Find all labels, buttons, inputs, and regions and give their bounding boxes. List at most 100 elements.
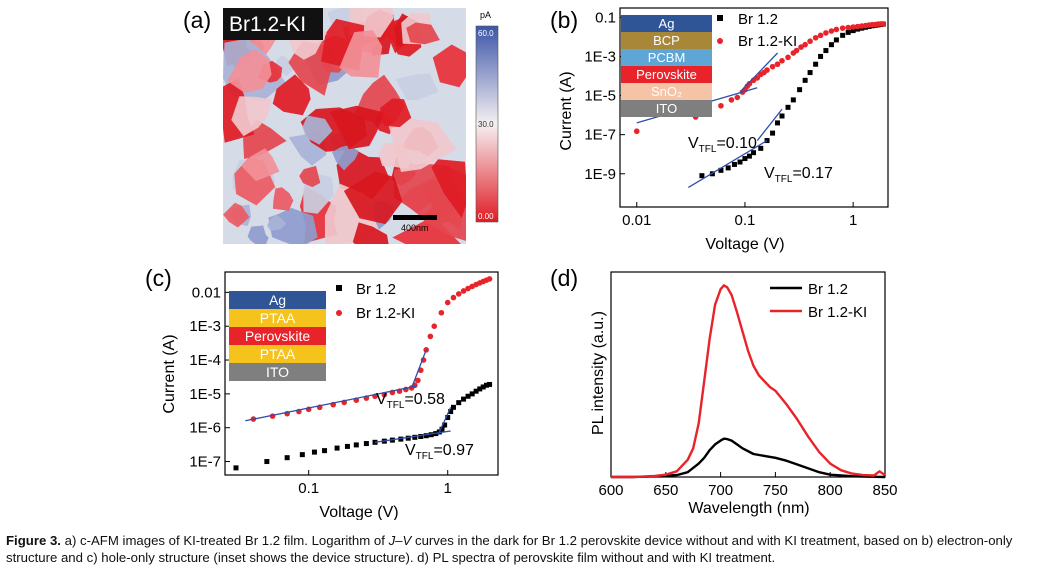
- chart-b-layer-ito-label: ITO: [656, 101, 677, 116]
- chart-b-ylabel: Current (A): [558, 71, 575, 150]
- chart-b-point-series1: [839, 25, 846, 31]
- chart-c-point-series0: [461, 396, 467, 402]
- chart-b-point-series1: [854, 23, 861, 30]
- afm-grain: [302, 115, 333, 145]
- afm-grain: [352, 222, 389, 244]
- chart-b-layer-perovskite: [621, 66, 712, 83]
- chart-d-xtick-label: 600: [598, 482, 623, 499]
- chart-c-point-series0: [487, 381, 493, 387]
- chart-b-point-series0: [845, 29, 851, 35]
- chart-b-point-series1: [828, 28, 835, 34]
- caption-label: Figure 3.: [6, 533, 61, 548]
- chart-b-point-series1: [785, 54, 791, 61]
- afm-grain: [247, 225, 269, 244]
- chart-d-pl-spectra: PL intensity (a.u.) Wavelength (nm) Br 1…: [590, 281, 867, 517]
- chart-b-layer-sno2: [621, 83, 712, 100]
- chart-c-point-series0: [412, 434, 418, 440]
- chart-d-xtick-label: 750: [763, 482, 788, 499]
- afm-grain: [332, 145, 359, 171]
- chart-b-point-series0: [818, 53, 824, 59]
- colorbar-unit: pA: [480, 10, 491, 20]
- chart-b-point-series1: [880, 21, 887, 27]
- chart-b-ytick-label: 1E-5: [584, 88, 616, 105]
- chart-b-point-series0: [850, 28, 856, 34]
- chart-b-point-series1: [793, 47, 800, 54]
- chart-b-fit-line: [756, 108, 783, 141]
- chart-c-vtfl-pristine: VTFL=0.97: [405, 442, 474, 462]
- afm-grain: [339, 30, 383, 78]
- chart-b-fit-line: [739, 52, 778, 93]
- chart-b-layer-pcbm-label: PCBM: [648, 50, 686, 65]
- chart-c-layer-ag-label: Ag: [269, 292, 286, 308]
- colorbar-tick-max: 60.0: [478, 29, 494, 38]
- chart-b-point-series0: [828, 42, 834, 48]
- chart-b-electron-only-jv: Current (A) Voltage (V) Ag BCP PCBM Pero…: [558, 11, 833, 253]
- figure: (a) (b) (c) (d) Br1.2-KI 400nm pA 60.0 3…: [145, 7, 898, 520]
- afm-grain: [432, 44, 466, 88]
- chart-d-legend-br12: Br 1.2: [808, 281, 848, 298]
- chart-c-device-inset: Ag PTAA Perovskite PTAA ITO: [229, 291, 326, 381]
- chart-c-legend-br12ki: Br 1.2-KI: [356, 305, 415, 322]
- chart-c-layer-ptaa-top-label: PTAA: [260, 310, 296, 326]
- chart-b-device-inset: Ag BCP PCBM Perovskite SnO₂ ITO: [621, 15, 712, 117]
- chart-c-layer-ptaa-bottom-label: PTAA: [260, 346, 296, 362]
- chart-b-xtick-label: 1: [849, 212, 857, 229]
- chart-b-vtfl-pristine: VTFL=0.17: [764, 165, 833, 185]
- chart-c-point-series0: [284, 455, 290, 461]
- panel-label-a: (a): [183, 7, 211, 33]
- chart-c-point-series0: [477, 386, 483, 392]
- chart-c-point-series0: [480, 384, 486, 390]
- chart-b-point-series1: [728, 97, 735, 103]
- caption-text-italic: J–V: [388, 533, 412, 548]
- chart-c-point-series0: [428, 432, 434, 438]
- chart-b-point-series0: [807, 70, 813, 76]
- chart-c-point-series0: [418, 433, 424, 439]
- colorbar: [475, 25, 499, 223]
- chart-b-point-series0: [775, 120, 781, 126]
- chart-c-fit-line: [245, 385, 418, 422]
- chart-c-point-series1: [415, 377, 421, 384]
- chart-c-plot-frame: [224, 271, 499, 476]
- chart-b-point-series1: [833, 26, 840, 33]
- chart-c-point-series0: [398, 436, 404, 442]
- panel-label-b: (b): [550, 7, 578, 33]
- chart-c-point-series1: [427, 333, 434, 340]
- chart-c-ytick-label: 1E-6: [189, 420, 221, 437]
- chart-c-ytick-label: 1E-4: [189, 352, 221, 369]
- afm-grain: [299, 165, 321, 188]
- afm-grain: [272, 74, 311, 116]
- caption-text-2: curves in the dark for Br 1.2 perovskite…: [6, 533, 1013, 565]
- chart-b-point-series1: [850, 24, 856, 30]
- chart-b-layer-bcp-label: BCP: [653, 33, 680, 48]
- chart-c-point-series1: [455, 291, 462, 297]
- figure-caption: Figure 3. a) c-AFM images of KI-treated …: [6, 532, 1046, 566]
- chart-c-point-series0: [483, 382, 489, 388]
- chart-b-vtfl-ki: VTFL=0.10: [688, 135, 757, 155]
- afm-grain: [343, 171, 403, 225]
- chart-c-ytick-label: 1E-5: [189, 386, 221, 403]
- chart-b-legend-br12: Br 1.2: [738, 11, 778, 28]
- chart-b-point-series1: [812, 34, 819, 41]
- chart-d-xtick-label: 700: [708, 482, 733, 499]
- chart-d-legend-br12ki: Br 1.2-KI: [808, 304, 867, 321]
- chart-b-point-series0: [802, 77, 808, 83]
- chart-b-layer-ag: [621, 15, 712, 32]
- chart-b-point-series0: [797, 87, 803, 93]
- chart-b-point-series0: [823, 48, 829, 54]
- chart-b-point-series1: [769, 63, 776, 70]
- chart-d-ylabel: PL intensity (a.u.): [590, 311, 607, 435]
- chart-c-point-series0: [344, 443, 350, 449]
- chart-b-point-series0: [737, 159, 743, 165]
- chart-c-ytick-label: 1E-7: [189, 454, 221, 471]
- chart-d-xlabel: Wavelength (nm): [688, 500, 809, 517]
- chart-c-point-series1: [431, 323, 438, 330]
- chart-c-fit-line: [411, 349, 427, 389]
- chart-c-legend: Br 1.2 Br 1.2-KI: [336, 281, 415, 322]
- chart-c-point-series0: [322, 448, 328, 454]
- chart-c-point-series0: [311, 449, 317, 455]
- chart-b-point-series1: [718, 102, 724, 109]
- afm-title-background: [223, 8, 323, 40]
- chart-c-layer-ptaa-top: [229, 309, 326, 327]
- chart-b-xtick-label: 0.01: [622, 212, 651, 229]
- chart-c-point-series0: [405, 435, 411, 441]
